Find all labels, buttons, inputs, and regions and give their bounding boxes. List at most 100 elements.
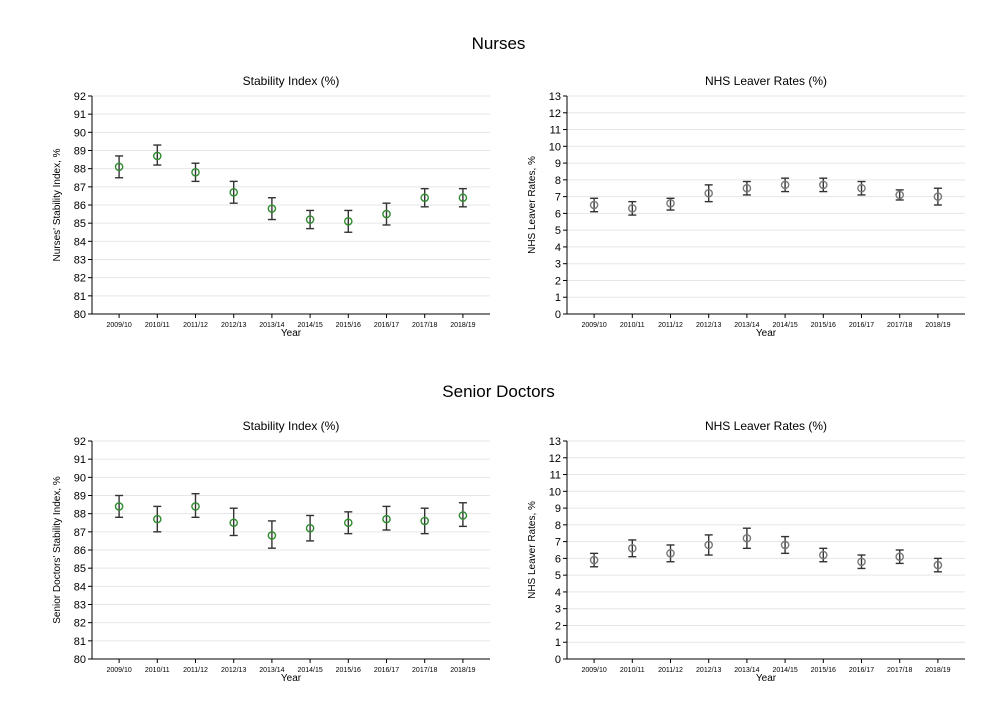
x-tick-label: 2014/15 (297, 322, 322, 329)
y-tick-label: 90 (74, 472, 86, 484)
x-tick-label: 2018/19 (450, 322, 475, 329)
y-tick-label: 82 (74, 618, 86, 630)
y-tick-label: 89 (74, 491, 86, 503)
y-tick-label: 86 (74, 200, 86, 212)
data-point (420, 516, 430, 526)
x-tick-label: 2010/11 (620, 322, 645, 329)
x-tick-label: 2017/18 (887, 667, 912, 674)
x-tick-label: 2018/19 (450, 667, 475, 674)
y-tick-label: 88 (74, 164, 86, 176)
nurses-leaver-rates-chart: NHS Leaver Rates (%)01234567891011121320… (527, 74, 965, 339)
nurses-stability-index-chart: Stability Index (%) 80 81 82 83 84 85 86 87 88 89 9… (52, 74, 490, 339)
data-point (589, 200, 599, 210)
x-tick-label: 2013/14 (259, 322, 284, 329)
nurses-section-title: Nurses (471, 34, 526, 53)
x-tick-label: 2013/14 (734, 322, 759, 329)
x-tick-label: 2011/12 (658, 667, 683, 674)
data-point (704, 188, 713, 198)
chart-title: NHS Leaver Rates (%) (705, 419, 827, 433)
data-point (895, 552, 905, 562)
data-point (933, 560, 943, 570)
y-tick-label: 86 (74, 545, 86, 557)
chart-title: Stability Index (%) (243, 74, 340, 88)
y-tick-label: 88 (74, 509, 86, 521)
x-axis-label: Year (756, 673, 777, 684)
doctors-leaver-rates-chart: NHS Leaver Rates (%)01234567891011121320… (527, 419, 965, 684)
data-point (458, 193, 468, 203)
y-tick-label: 2 (555, 275, 561, 287)
data-point (780, 540, 790, 550)
chart-title: NHS Leaver Rates (%) (705, 74, 827, 88)
data-point (818, 180, 828, 190)
y-tick-label: 0 (555, 654, 561, 666)
y-tick-label: 7 (555, 537, 561, 549)
data-point (343, 217, 353, 226)
y-tick-label: 4 (555, 242, 561, 254)
y-tick-label: 91 (74, 109, 86, 121)
y-tick-label: 80 (74, 654, 86, 666)
x-tick-label: 2010/11 (145, 667, 170, 674)
y-tick-label: 81 (74, 291, 86, 303)
y-tick-label: 83 (74, 255, 86, 267)
x-tick-label: 2016/17 (374, 667, 399, 674)
x-tick-label: 2014/15 (772, 322, 797, 329)
data-point (742, 533, 752, 543)
y-tick-label: 82 (74, 273, 86, 285)
y-tick-label: 91 (74, 454, 86, 466)
y-tick-label: 5 (555, 570, 561, 582)
x-tick-label: 2009/10 (106, 322, 131, 329)
y-tick-label: 13 (549, 91, 561, 103)
y-tick-label: 6 (555, 208, 561, 220)
data-point (267, 531, 277, 540)
y-tick-label: 1 (555, 292, 561, 304)
y-tick-label: 8 (555, 175, 561, 187)
y-tick-label: 85 (74, 218, 86, 230)
y-axis-label: Senior Doctors' Stability Index, % (52, 476, 63, 624)
x-tick-label: 2009/10 (581, 667, 606, 674)
data-point (857, 557, 866, 567)
x-tick-label: 2012/13 (696, 667, 721, 674)
y-tick-label: 89 (74, 146, 86, 158)
x-tick-label: 2014/15 (772, 667, 797, 674)
x-tick-label: 2015/16 (811, 667, 836, 674)
data-point (857, 183, 866, 193)
x-tick-label: 2012/13 (221, 667, 246, 674)
x-tick-label: 2017/18 (412, 667, 437, 674)
y-tick-label: 11 (550, 125, 561, 137)
y-axis-label: Nurses' Stability Index, % (52, 148, 63, 261)
data-point (742, 183, 752, 193)
data-point (818, 550, 828, 560)
y-tick-label: 84 (74, 581, 86, 593)
x-tick-label: 2010/11 (145, 322, 170, 329)
x-axis-label: Year (281, 328, 302, 339)
x-tick-label: 2011/12 (183, 322, 208, 329)
y-tick-label: 4 (555, 587, 561, 599)
y-tick-label: 9 (555, 158, 561, 170)
data-point (191, 502, 200, 511)
data-point (780, 180, 790, 190)
senior-doctors-section-title: Senior Doctors (442, 382, 555, 401)
y-tick-label: 87 (74, 182, 86, 194)
x-tick-label: 2015/16 (811, 322, 836, 329)
x-tick-label: 2015/16 (336, 322, 361, 329)
y-tick-label: 2 (555, 620, 561, 632)
y-tick-label: 1 (555, 637, 561, 649)
x-tick-label: 2016/17 (849, 667, 874, 674)
data-point (895, 190, 905, 200)
y-tick-label: 92 (74, 91, 86, 103)
data-point (114, 502, 124, 511)
data-point (153, 151, 162, 161)
x-axis-label: Year (281, 673, 302, 684)
x-tick-label: 2013/14 (259, 667, 284, 674)
y-tick-label: 3 (555, 259, 561, 271)
data-point (114, 162, 124, 172)
x-tick-label: 2016/17 (849, 322, 874, 329)
y-tick-label: 9 (555, 503, 561, 515)
x-tick-label: 2016/17 (374, 322, 399, 329)
data-point (229, 187, 238, 197)
x-tick-label: 2010/11 (620, 667, 645, 674)
data-point (589, 555, 599, 565)
y-tick-label: 81 (74, 636, 86, 648)
data-point (153, 514, 162, 524)
x-tick-label: 2014/15 (297, 667, 322, 674)
